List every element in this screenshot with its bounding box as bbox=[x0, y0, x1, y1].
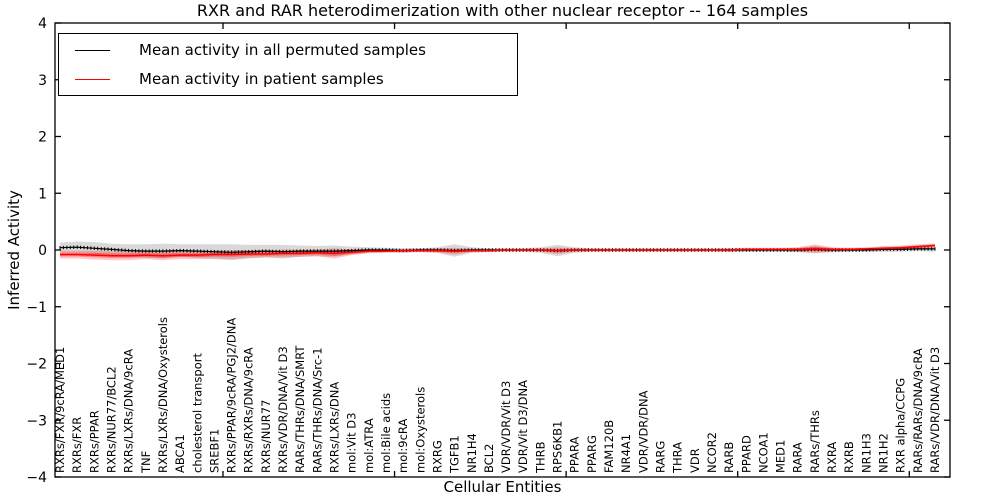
x-tick-label: mol:9cRA bbox=[396, 419, 410, 473]
y-tick-label: −3 bbox=[26, 413, 47, 429]
x-tick-label: RXRs/LXRs/DNA bbox=[328, 382, 342, 473]
x-tick-label: RARA bbox=[791, 442, 805, 473]
y-tick-label: 3 bbox=[38, 73, 47, 89]
legend-label-permuted: Mean activity in all permuted samples bbox=[139, 41, 426, 59]
x-tick-label: RXRs/PPAR bbox=[87, 410, 101, 473]
y-axis-title: Inferred Activity bbox=[5, 190, 23, 310]
x-tick-label: RXRs/LXRs/DNA/Oxysterols bbox=[156, 317, 170, 473]
x-tick-label: RPS6KB1 bbox=[551, 421, 565, 473]
x-tick-label: RXRs/FXR/9cRA/MED1 bbox=[53, 347, 67, 473]
legend-line-sample-patient bbox=[75, 78, 110, 80]
x-tick-label: mol:Vit D3 bbox=[345, 413, 359, 473]
x-tick-label: NCOA1 bbox=[756, 432, 770, 473]
x-tick-label: SREBF1 bbox=[207, 429, 221, 473]
legend-line-sample-permuted bbox=[75, 49, 110, 51]
x-tick-label: THRA bbox=[671, 442, 685, 474]
x-tick-label: RARs/VDR/DNA/Vit D3 bbox=[928, 347, 942, 473]
x-tick-label: FAM120B bbox=[602, 420, 616, 473]
x-tick-label: RXRB bbox=[842, 441, 856, 473]
x-tick-label: RXRG bbox=[430, 440, 444, 473]
x-tick-label: ABCA1 bbox=[173, 434, 187, 473]
x-tick-label: PPARG bbox=[585, 435, 599, 473]
x-tick-label: cholesterol transport bbox=[190, 353, 204, 473]
confidence-band-patient-core bbox=[60, 244, 935, 258]
x-tick-label: TNF bbox=[139, 451, 153, 474]
legend: Mean activity in all permuted samples Me… bbox=[58, 33, 518, 96]
x-tick-label: mol:ATRA bbox=[362, 418, 376, 473]
x-tick-label: RXRs/VDR/DNA/Vit D3 bbox=[276, 346, 290, 473]
x-tick-label: mol:Bile acids bbox=[379, 393, 393, 473]
x-tick-label: MED1 bbox=[774, 440, 788, 473]
x-tick-label: mol:Oxysterols bbox=[413, 387, 427, 473]
x-tick-label: THRB bbox=[533, 441, 547, 474]
y-tick-label: 0 bbox=[38, 243, 47, 259]
x-tick-label: RXR alpha/CCPG bbox=[894, 378, 908, 473]
x-tick-label: RXRs/PPAR/9cRA/PGJ2/DNA bbox=[225, 318, 239, 473]
y-tick-label: −1 bbox=[26, 300, 47, 316]
x-tick-label: PPARA bbox=[568, 436, 582, 473]
x-tick-label: VDR/Vit D3/DNA bbox=[516, 380, 530, 473]
x-tick-label: RARs/RARs/DNA/9cRA bbox=[911, 348, 925, 473]
series-line-patient bbox=[60, 244, 936, 257]
x-tick-label: TGFB1 bbox=[448, 435, 462, 474]
x-tick-label: VDR/VDR/Vit D3 bbox=[499, 381, 513, 473]
confidence-band-patient bbox=[60, 243, 935, 261]
y-tick-label: 1 bbox=[38, 186, 47, 202]
x-tick-label: NR4A1 bbox=[619, 434, 633, 473]
x-tick-label: VDR/VDR/DNA bbox=[636, 390, 650, 473]
x-tick-label: NR1H4 bbox=[465, 433, 479, 473]
x-tick-label: RXRs/NUR77 bbox=[259, 400, 273, 473]
x-tick-label: RXRs/LXRs/DNA/9cRA bbox=[122, 349, 136, 473]
x-tick-label: BCL2 bbox=[482, 444, 496, 473]
x-tick-label: RXRA bbox=[825, 442, 839, 473]
x-tick-label: RARs/THRs/DNA/Src-1 bbox=[310, 347, 324, 473]
x-tick-label: VDR bbox=[688, 448, 702, 473]
legend-entry-permuted: Mean activity in all permuted samples bbox=[75, 36, 517, 65]
legend-label-patient: Mean activity in patient samples bbox=[139, 70, 384, 88]
x-tick-label: PPARD bbox=[739, 435, 753, 473]
x-tick-label: NR1H3 bbox=[859, 433, 873, 473]
y-tick-label: 4 bbox=[38, 16, 47, 32]
x-tick-label: NCOR2 bbox=[705, 432, 719, 473]
x-tick-label: RARB bbox=[722, 442, 736, 473]
x-tick-label: RXRs/NUR77/BCL2 bbox=[104, 366, 118, 473]
chart-title: RXR and RAR heterodimerization with othe… bbox=[196, 1, 809, 20]
y-tick-label: −2 bbox=[26, 357, 47, 373]
x-tick-label: RARs/THRs bbox=[808, 410, 822, 473]
x-tick-label: RARG bbox=[653, 441, 667, 473]
legend-entry-patient: Mean activity in patient samples bbox=[75, 65, 517, 94]
x-tick-label: RARs/THRs/DNA/SMRT bbox=[293, 345, 307, 473]
y-tick-label: 2 bbox=[38, 130, 47, 146]
x-tick-label: NR1H2 bbox=[877, 433, 891, 473]
x-axis-title: Cellular Entities bbox=[443, 478, 562, 496]
y-tick-label: −4 bbox=[26, 470, 47, 486]
x-tick-label: RXRs/RXRs/DNA/9cRA bbox=[242, 347, 256, 473]
x-tick-label: RXRs/FXR bbox=[70, 417, 84, 473]
